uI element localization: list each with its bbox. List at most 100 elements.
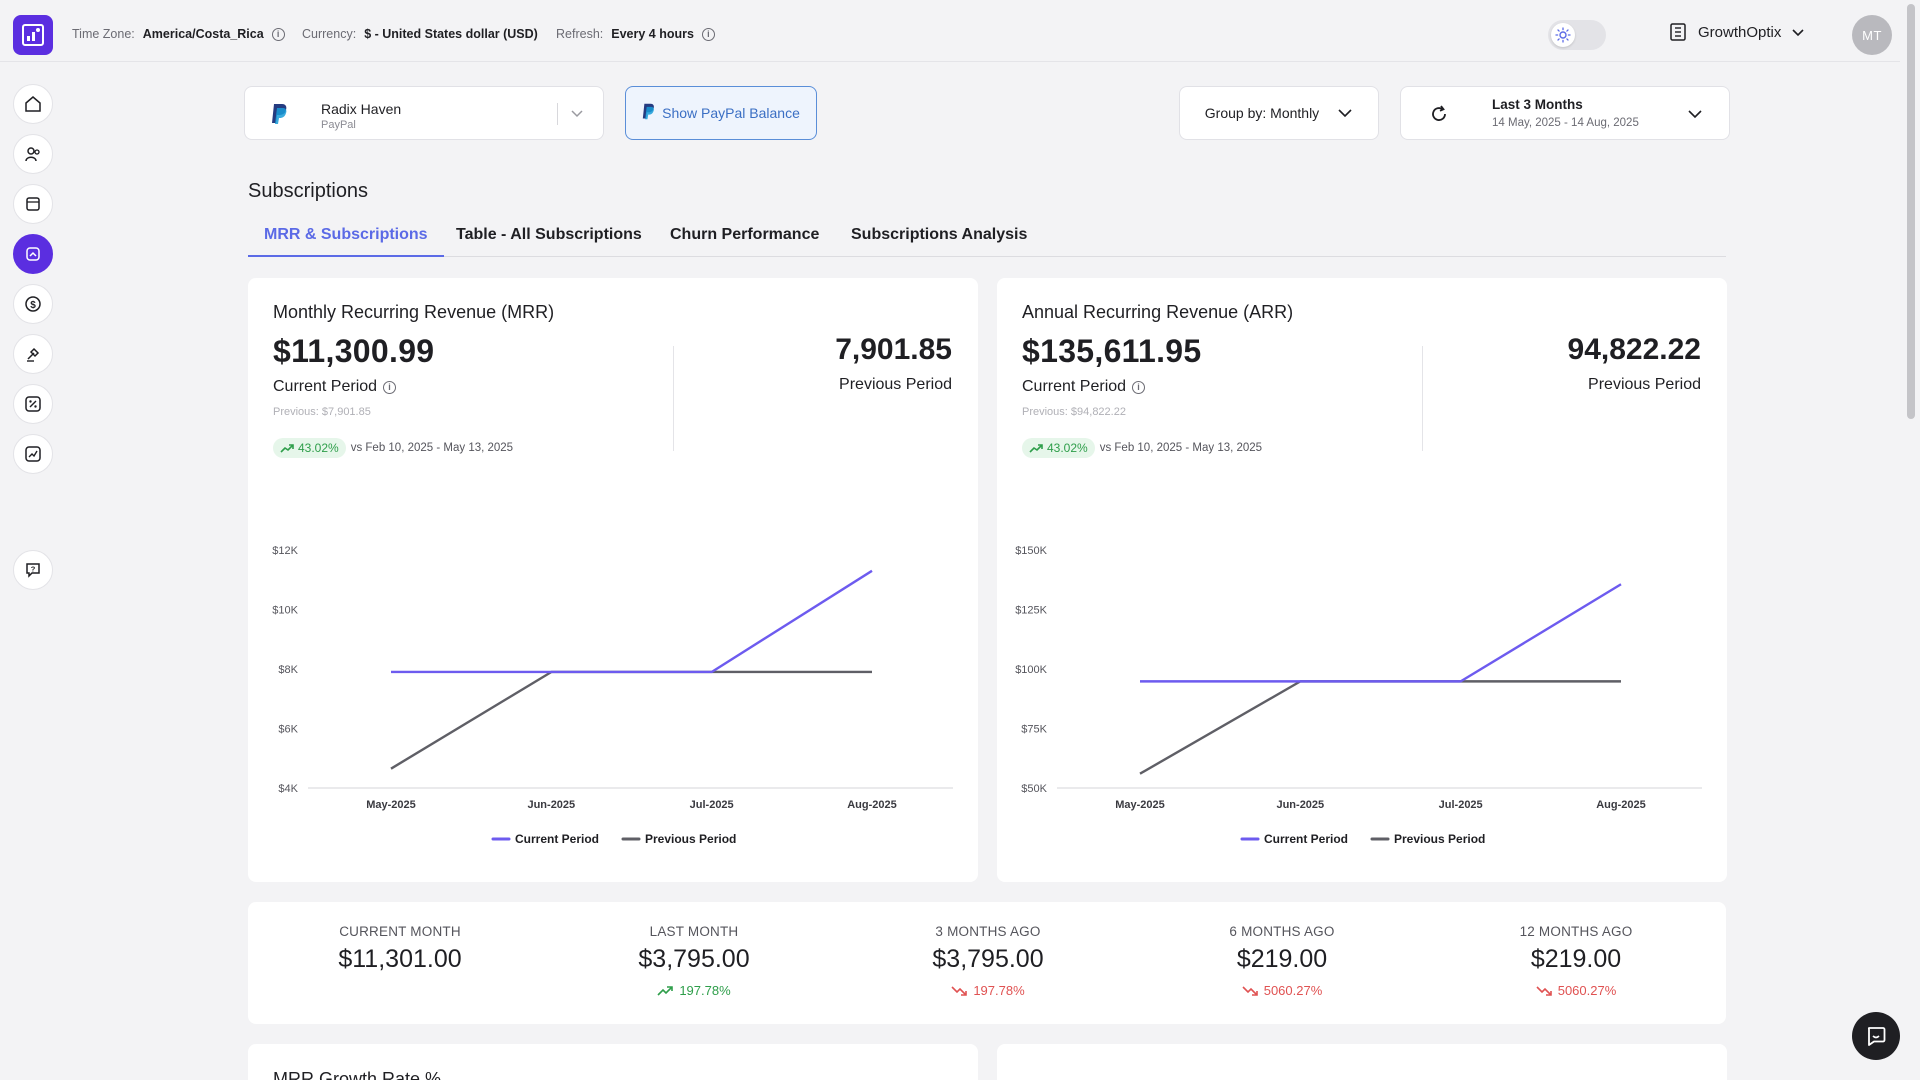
mrr-growth-rate-title: MRR Growth Rate % (273, 1069, 442, 1080)
summary-change: 197.78% (868, 983, 1108, 998)
summary-change-value: 197.78% (679, 983, 731, 998)
x-tick-label: May-2025 (1115, 799, 1165, 811)
series-line-previous (390, 670, 872, 770)
refresh-info: Refresh: Every 4 hours i (556, 27, 715, 41)
workspace-switcher[interactable]: GrowthOptix (1668, 22, 1805, 42)
mrr-current-value: $11,300.99 (273, 333, 435, 369)
account-source: PayPal (321, 119, 356, 131)
percent-icon (25, 396, 41, 412)
y-tick-label: $125K (1015, 605, 1047, 617)
summary-value: $3,795.00 (932, 945, 1044, 973)
y-tick-label: $75K (1021, 724, 1047, 736)
x-tick-label: Jul-2025 (690, 799, 734, 811)
x-tick-label: May-2025 (366, 799, 416, 811)
sidebar-item-products[interactable] (13, 184, 53, 224)
account-select[interactable]: Radix Haven PayPal (244, 86, 604, 140)
mrr-change-badge: 43.02% (273, 438, 346, 458)
arr-compare-text: vs Feb 10, 2025 - May 13, 2025 (1099, 442, 1263, 454)
legend-label: Current Period (515, 832, 599, 846)
mrr-compare-text: vs Feb 10, 2025 - May 13, 2025 (350, 442, 514, 454)
tab-mrr-subscriptions[interactable]: MRR & Subscriptions (248, 226, 444, 257)
sidebar-item-subscriptions[interactable] (13, 234, 53, 274)
tab-subscriptions-analysis[interactable]: Subscriptions Analysis (851, 226, 1028, 243)
wrench-icon (27, 347, 40, 362)
info-icon[interactable]: i (271, 27, 285, 41)
chevron-down-icon (1792, 29, 1804, 37)
chat-icon (1867, 1027, 1886, 1046)
summary-change: 5060.27% (1162, 983, 1402, 998)
chat-launcher-button[interactable] (1852, 1012, 1900, 1060)
info-icon[interactable]: i (1132, 380, 1146, 394)
currency-label: Currency: (302, 27, 357, 41)
trend-down-icon (951, 985, 968, 996)
mrr-previous-label: Previous Period (839, 376, 952, 393)
trend-up-icon (1029, 444, 1043, 453)
tab-churn-performance[interactable]: Churn Performance (670, 226, 820, 243)
page-scrollbar[interactable] (1900, 0, 1920, 1080)
mrr-title: Monthly Recurring Revenue (MRR) (273, 302, 555, 322)
refresh-icon[interactable] (1429, 104, 1449, 129)
info-icon[interactable]: i (383, 380, 397, 394)
summary-label: 12 MONTHS AGO (1519, 924, 1633, 939)
avatar[interactable]: MT (1852, 15, 1892, 55)
trend-up-icon (280, 444, 294, 453)
group-by-select[interactable]: Group by: Monthly (1179, 86, 1379, 140)
arr-previous-small: Previous: $94,822.22 (1022, 406, 1126, 418)
trend-down-icon (1536, 985, 1552, 996)
arr-change-row: 43.02% vs Feb 10, 2025 - May 13, 2025 (1022, 438, 1262, 458)
sidebar-item-revenue[interactable]: $ (13, 284, 53, 324)
series-line-previous (1139, 680, 1621, 775)
summary-value: $3,795.00 (638, 945, 750, 973)
summary-change-value: 197.78% (973, 983, 1025, 998)
summary-change: 5060.27% (1456, 983, 1696, 998)
sidebar-item-help[interactable]: ? (13, 550, 53, 590)
sidebar-item-home[interactable] (13, 84, 53, 124)
date-range-select[interactable]: Last 3 Months 14 May, 2025 - 14 Aug, 202… (1400, 86, 1730, 140)
sun-icon (1551, 23, 1575, 47)
theme-toggle[interactable] (1548, 20, 1606, 50)
mrr-change-value: 43.02% (298, 441, 339, 455)
summary-label: LAST MONTH (649, 924, 739, 939)
arr-line-chart: $50K $75K $100K $125K $150K May-2025 Jun-2025 J… (1015, 545, 1702, 846)
info-icon[interactable]: i (701, 27, 715, 41)
app-logo[interactable] (13, 15, 53, 55)
x-tick-label: Jul-2025 (1439, 799, 1483, 811)
sidebar-item-analytics[interactable] (13, 434, 53, 474)
top-bar: Time Zone: America/Costa_Rica i Currency… (0, 0, 1900, 62)
home-icon (25, 96, 41, 112)
scrollbar-thumb[interactable] (1907, 4, 1915, 419)
summary-label: 3 MONTHS AGO (935, 924, 1041, 939)
summary-last-month: LAST MONTH $3,795.00 197.78% (574, 924, 814, 998)
balance-button-label: Show PayPal Balance (662, 105, 800, 121)
sidebar-item-discounts[interactable] (13, 384, 53, 424)
secondary-bottom-card (997, 1044, 1727, 1080)
y-tick-label: $10K (272, 605, 298, 617)
mrr-growth-rate-card: MRR Growth Rate % (248, 1044, 978, 1080)
chevron-down-icon (1687, 106, 1703, 127)
tab-table-all-subscriptions[interactable]: Table - All Subscriptions (456, 226, 642, 243)
x-tick-label: Aug-2025 (847, 799, 897, 811)
refresh-label: Refresh: (556, 27, 604, 41)
svg-text:?: ? (31, 565, 36, 574)
group-by-label: Group by: Monthly (1204, 105, 1320, 121)
mrr-current-label: Current Period (273, 378, 378, 395)
y-tick-label: $4K (278, 783, 298, 795)
series-line-current (1140, 583, 1622, 683)
show-paypal-balance-button[interactable]: Show PayPal Balance (625, 86, 817, 140)
arr-card: Annual Recurring Revenue (ARR) $135,611.… (997, 278, 1727, 882)
timezone-label: Time Zone: (72, 27, 135, 41)
mrr-line-chart: $4K $6K $8K $10K $12K May-2025 Jun-2025 Jul-202… (272, 545, 953, 846)
sidebar-item-tools[interactable] (13, 334, 53, 374)
mrr-card: Monthly Recurring Revenue (MRR) $11,300.… (248, 278, 978, 882)
users-icon (25, 147, 40, 162)
chevron-down-icon[interactable] (569, 105, 585, 126)
summary-change: 197.78% (574, 983, 814, 998)
summary-value: $11,301.00 (338, 945, 462, 973)
summary-current-month: CURRENT MONTH $11,301.00 (280, 924, 520, 974)
refresh-value: Every 4 hours (611, 27, 694, 41)
building-icon (1670, 23, 1686, 41)
box-icon (26, 197, 40, 211)
sidebar-item-customers[interactable] (13, 134, 53, 174)
summary-value: $219.00 (1236, 945, 1328, 973)
paypal-icon (642, 103, 656, 123)
